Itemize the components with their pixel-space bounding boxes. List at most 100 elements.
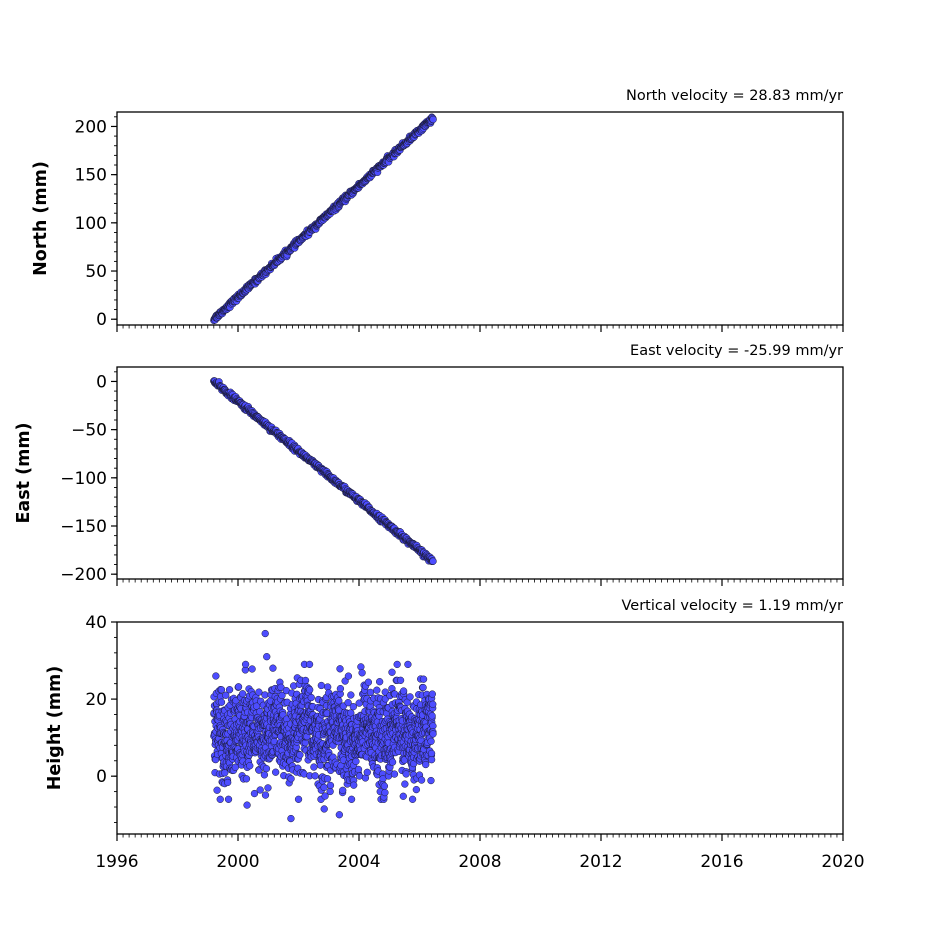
data-point	[250, 789, 259, 798]
data-point	[264, 784, 272, 792]
y-tick-label: 100	[75, 214, 107, 234]
y-axis-label: East (mm)	[14, 422, 34, 523]
data-point	[234, 683, 243, 691]
panel-1: 0 50 100 150 200 North (mm) North velocity = 2…	[31, 88, 844, 332]
x-tick-label: 1996	[95, 852, 138, 872]
data-point	[366, 688, 375, 697]
data-point	[231, 763, 239, 771]
data-point	[212, 672, 220, 680]
data-point	[320, 783, 328, 792]
data-point	[246, 762, 254, 770]
y-axis-label: North (mm)	[31, 161, 51, 276]
data-point	[294, 795, 303, 803]
y-tick-label: 0	[96, 767, 107, 787]
data-point	[307, 693, 315, 702]
x-tick-label: 2000	[216, 852, 259, 872]
data-point	[269, 664, 277, 672]
data-point	[242, 775, 251, 783]
data-point	[376, 678, 384, 686]
data-point	[388, 668, 396, 676]
data-point	[324, 683, 332, 691]
data-point	[406, 693, 414, 701]
y-tick-label: 0	[96, 372, 107, 392]
y-tick-label: 50	[85, 262, 107, 282]
data-point	[272, 768, 280, 776]
data-point	[243, 801, 251, 809]
data-point	[301, 676, 310, 685]
data-point	[373, 686, 381, 694]
data-point	[390, 770, 399, 778]
data-point	[287, 814, 295, 823]
x-tick-label: 2012	[579, 852, 622, 872]
data-point	[388, 758, 397, 766]
data-point	[213, 786, 221, 794]
data-point	[381, 788, 389, 797]
data-point	[427, 776, 435, 785]
panel-2: −200 −150 −100 −50 0 East (mm) East velocity =…	[14, 343, 844, 586]
data-point	[352, 757, 360, 766]
data-point	[336, 665, 344, 673]
data-point	[429, 700, 437, 708]
data-points	[210, 113, 437, 325]
data-point	[347, 795, 356, 803]
data-point	[255, 688, 263, 696]
data-point	[428, 690, 436, 698]
data-point	[427, 749, 436, 758]
data-point	[278, 691, 286, 700]
data-point	[396, 676, 405, 684]
data-point	[216, 795, 224, 803]
data-point	[263, 653, 271, 661]
data-point	[358, 669, 366, 677]
data-point	[224, 778, 232, 787]
velocity-title: North velocity = 28.83 mm/yr	[626, 88, 843, 104]
x-tick-label: 2020	[821, 852, 864, 872]
data-point	[399, 792, 407, 800]
data-point	[419, 675, 428, 683]
y-tick-label: −150	[60, 517, 107, 537]
data-point	[355, 699, 363, 707]
data-point	[419, 683, 427, 692]
panel-3: 0 20 40 1996 2000 2004 2008 2012 2016 2020 Height …	[45, 598, 865, 872]
data-point	[296, 751, 304, 759]
data-point	[404, 660, 412, 669]
data-point	[321, 792, 329, 800]
data-points	[210, 629, 437, 823]
x-tick-label: 2004	[337, 852, 380, 872]
axes-frame	[116, 366, 844, 580]
data-point	[241, 660, 250, 669]
data-point	[256, 786, 264, 794]
data-point	[262, 764, 271, 773]
data-point	[357, 663, 365, 671]
data-points	[210, 377, 437, 566]
data-point	[364, 678, 373, 686]
data-point	[427, 737, 435, 745]
data-point	[305, 660, 314, 669]
data-point	[306, 686, 314, 694]
data-point	[225, 686, 234, 694]
x-tick-label: 2016	[700, 852, 743, 872]
data-point	[326, 781, 335, 790]
data-point	[344, 699, 352, 707]
y-tick-label: 20	[85, 690, 107, 710]
data-point	[287, 775, 295, 783]
y-tick-label: −200	[60, 565, 107, 585]
data-point	[349, 703, 357, 711]
data-point	[317, 681, 326, 690]
data-point	[320, 805, 328, 813]
y-axis-label: Height (mm)	[45, 666, 65, 790]
data-point	[326, 787, 334, 796]
y-tick-label: −100	[60, 469, 107, 489]
data-point	[260, 771, 269, 779]
data-point	[310, 763, 318, 771]
data-point	[412, 785, 421, 794]
data-point	[363, 768, 371, 776]
y-tick-label: 40	[85, 613, 107, 633]
data-point	[224, 795, 233, 803]
x-tick-label: 2008	[458, 852, 501, 872]
data-point	[335, 811, 343, 819]
data-point	[277, 683, 285, 691]
data-point	[429, 557, 437, 565]
velocity-title: Vertical velocity = 1.19 mm/yr	[622, 598, 844, 614]
data-point	[311, 772, 319, 780]
